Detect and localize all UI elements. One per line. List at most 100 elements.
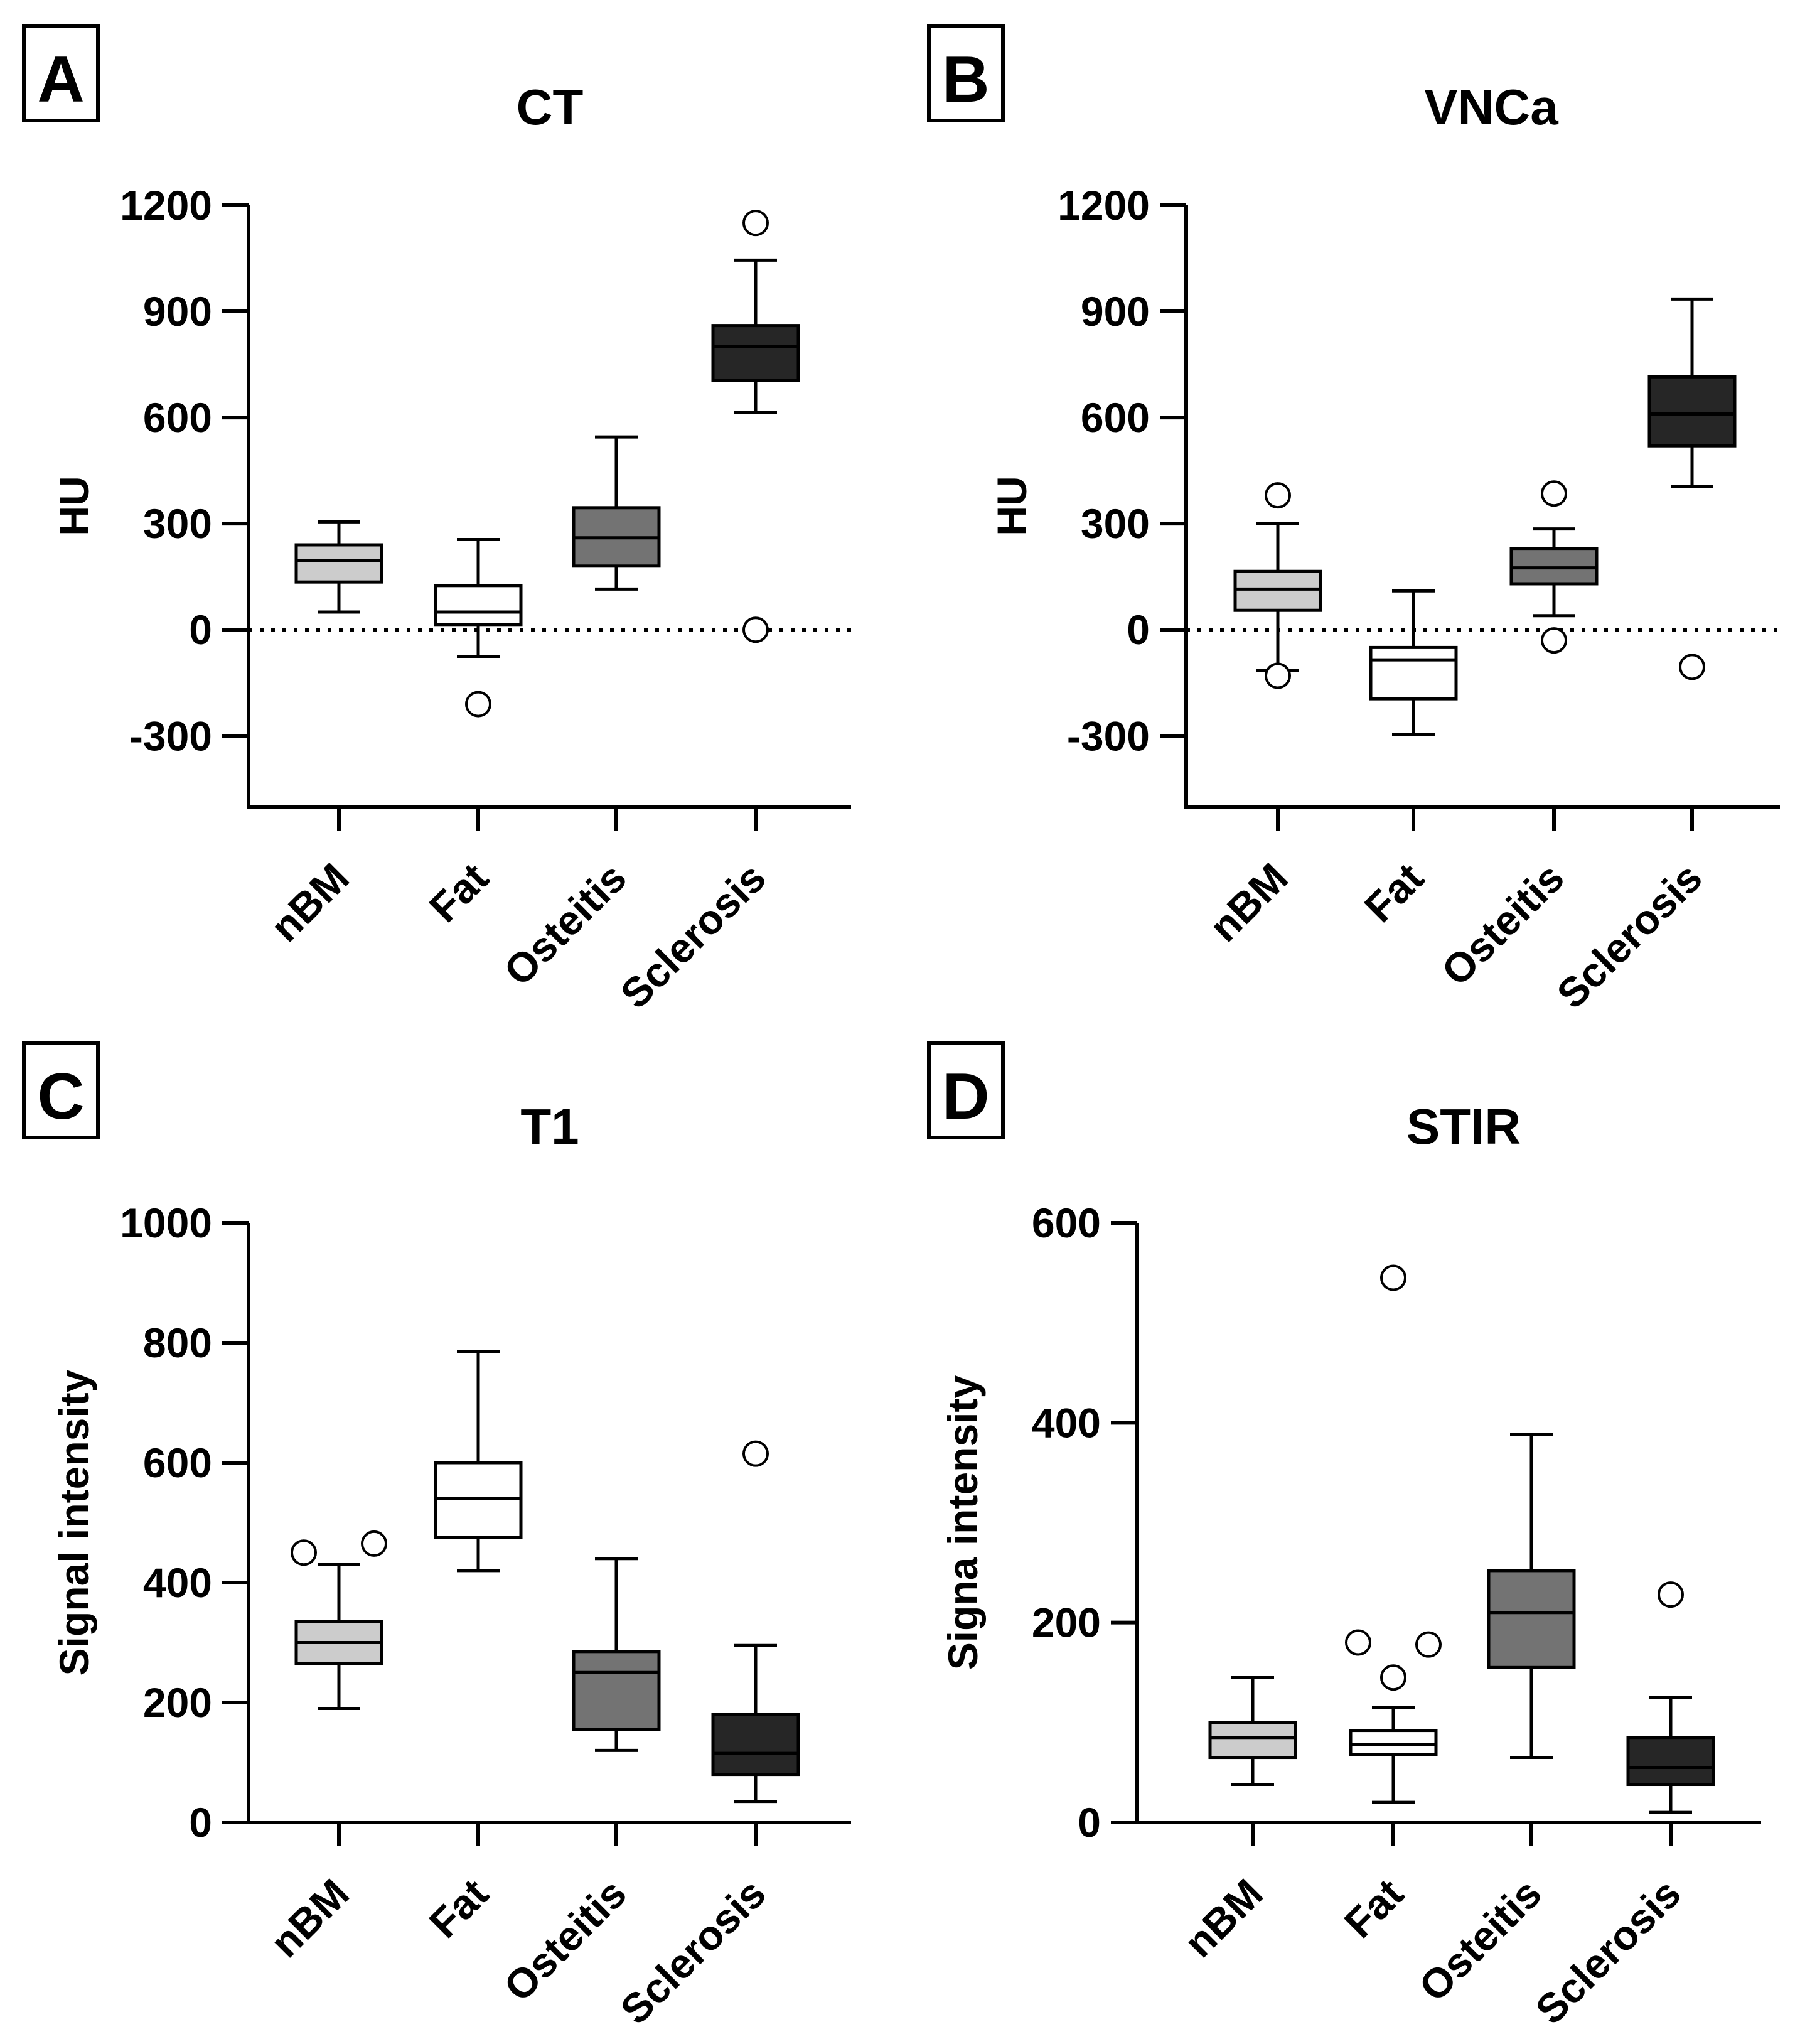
chart-title: CT — [517, 79, 584, 135]
x-category-label: nBM — [261, 854, 357, 950]
y-tick-label: 200 — [1032, 1600, 1101, 1646]
outlier-point — [1380, 1664, 1406, 1691]
x-category-label: Osteitis — [1410, 1870, 1550, 2011]
y-tick-label: 300 — [1081, 500, 1150, 547]
y-tick-label: 300 — [143, 500, 212, 547]
box-osteitis: Osteitis — [495, 435, 661, 995]
box-nbm: nBM — [261, 520, 383, 950]
iqr-box — [711, 1713, 800, 1777]
y-tick-label: 0 — [1127, 606, 1150, 653]
box-nbm: nBM — [1200, 482, 1322, 950]
iqr-box — [434, 584, 523, 627]
panel-label: C — [37, 1060, 84, 1133]
panel-b: B VNCa HU -300 0 300 600 900 1200 nBM Fat OsteitisS… — [927, 24, 1780, 1018]
y-tick-label: 600 — [1032, 1200, 1101, 1246]
x-category-label: Fat — [1336, 1870, 1412, 1947]
chart-title: STIR — [1406, 1099, 1521, 1154]
box-sclerosis: Sclerosis — [611, 210, 800, 1018]
x-category-label: Sclerosis — [1526, 1870, 1690, 2033]
panel-c: C T1 Signal intensity 0 200 400 600 800 1000 nBM F… — [22, 1041, 851, 2033]
y-tick-label: 800 — [143, 1320, 212, 1366]
outlier-point — [1658, 1581, 1684, 1608]
iqr-box — [1233, 569, 1322, 612]
iqr-box — [1647, 375, 1737, 448]
outlier-point — [742, 616, 769, 643]
box-fat: Fat — [421, 1350, 523, 1947]
y-tick-label: 600 — [1081, 394, 1150, 441]
box-osteitis: Osteitis — [1432, 480, 1599, 995]
x-category-label: nBM — [1175, 1870, 1271, 1966]
iqr-box — [1487, 1569, 1576, 1669]
x-category-label: Fat — [421, 854, 497, 931]
box-sclerosis: Sclerosis — [1548, 297, 1737, 1018]
outlier-point — [1541, 627, 1567, 654]
x-category-label: nBM — [1200, 854, 1296, 950]
outlier-point — [465, 691, 491, 718]
x-category-label: Fat — [1356, 854, 1432, 931]
y-tick-label: 900 — [143, 288, 212, 335]
box-sclerosis: Sclerosis — [611, 1440, 800, 2033]
panel-label: A — [37, 43, 84, 116]
y-axis-label: HU — [988, 476, 1035, 535]
y-tick-label: -300 — [1067, 713, 1150, 759]
y-tick-label: 1200 — [120, 182, 212, 229]
y-tick-label: 200 — [143, 1679, 212, 1726]
x-category-label: Sclerosis — [611, 854, 774, 1018]
y-axis-label: Signal intensity — [51, 1369, 97, 1676]
y-tick-label: 0 — [1078, 1799, 1101, 1846]
outlier-point — [291, 1539, 317, 1566]
iqr-box — [1369, 645, 1458, 701]
box-fat: Fat — [1336, 1264, 1442, 1947]
y-tick-label: 400 — [143, 1559, 212, 1606]
iqr-box — [572, 1650, 661, 1731]
x-category-label: Osteitis — [495, 854, 635, 995]
y-tick-label: 900 — [1081, 288, 1150, 335]
outlier-point — [1541, 480, 1567, 507]
panel-d: D STIR Signa intensity 0 200 400 600 nBM FatOste… — [927, 1041, 1761, 2033]
x-category-label: Osteitis — [1432, 854, 1573, 995]
outlier-point — [742, 210, 769, 237]
outlier-point — [361, 1530, 387, 1557]
y-axis-label: HU — [51, 476, 97, 535]
chart-title: T1 — [520, 1099, 579, 1154]
y-tick-label: 1000 — [120, 1200, 212, 1246]
x-category-label: Osteitis — [495, 1870, 635, 2011]
panel-label: B — [942, 43, 989, 116]
box-osteitis: Osteitis — [495, 1557, 661, 2011]
panel-label-box — [927, 1041, 1005, 1139]
y-tick-label: 1200 — [1058, 182, 1150, 229]
outlier-point — [1265, 482, 1291, 509]
box-fat: Fat — [1356, 589, 1458, 931]
x-category-label: Sclerosis — [1548, 854, 1711, 1018]
iqr-box — [1626, 1736, 1715, 1787]
y-tick-label: 0 — [189, 606, 212, 653]
x-category-label: nBM — [261, 1870, 357, 1966]
outlier-point — [742, 1440, 769, 1467]
x-category-label: Sclerosis — [611, 1870, 774, 2033]
panel-label: D — [942, 1060, 989, 1133]
iqr-box — [1509, 547, 1599, 586]
y-tick-label: 0 — [189, 1799, 212, 1846]
y-axis-label: Signa intensity — [940, 1375, 986, 1670]
panel-label-box — [22, 1041, 100, 1139]
box-osteitis: Osteitis — [1410, 1433, 1576, 2011]
y-tick-label: 400 — [1032, 1399, 1101, 1446]
y-tick-label: 600 — [143, 1439, 212, 1486]
iqr-box — [711, 324, 800, 382]
panel-a: A CT HU -300 0 300 600 900 1200 nBM FatOsteitisScl… — [22, 24, 851, 1018]
y-tick-label: 600 — [143, 394, 212, 441]
outlier-point — [1345, 1629, 1371, 1656]
panel-label-box — [927, 24, 1005, 122]
outlier-point — [1679, 654, 1705, 680]
outlier-point — [1415, 1631, 1442, 1658]
iqr-box — [1349, 1729, 1438, 1756]
outlier-point — [1265, 662, 1291, 689]
y-tick-label: -300 — [129, 713, 212, 759]
box-fat: Fat — [421, 538, 523, 931]
panel-label-box — [22, 24, 100, 122]
chart-title: VNCa — [1424, 79, 1558, 135]
outlier-point — [1380, 1264, 1406, 1291]
iqr-box — [1208, 1721, 1297, 1760]
box-nbm: nBM — [261, 1530, 387, 1966]
